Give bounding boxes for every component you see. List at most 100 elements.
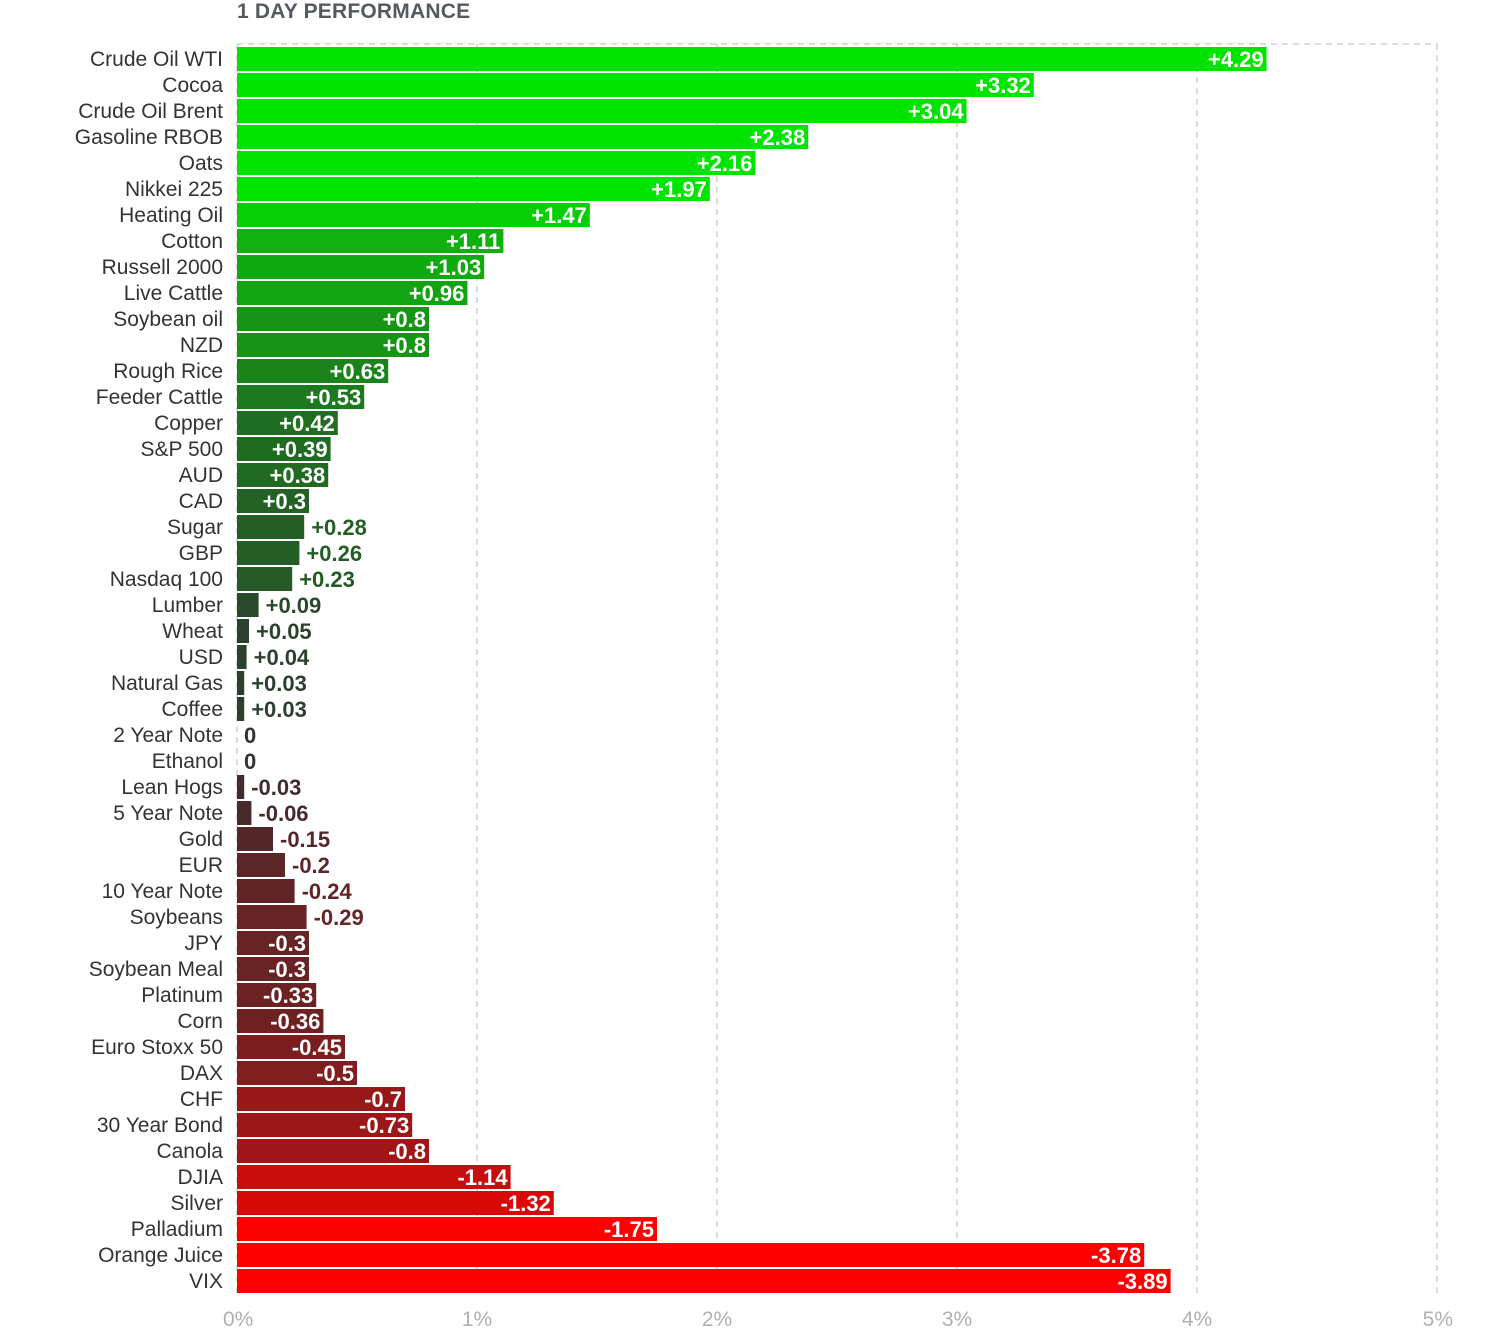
value-label: -0.06 [258, 801, 308, 826]
category-label: Gasoline RBOB [75, 126, 223, 149]
value-label: -0.3 [268, 957, 306, 982]
category-label: Live Cattle [124, 282, 223, 305]
category-label: VIX [189, 1270, 223, 1293]
grid-lines [236, 43, 1438, 1296]
category-label: USD [179, 646, 223, 669]
value-label: -0.8 [388, 1139, 426, 1164]
category-label: Orange Juice [98, 1244, 223, 1267]
bar [237, 307, 429, 331]
value-label: +1.47 [531, 203, 587, 228]
value-label: +0.03 [251, 697, 307, 722]
value-label: -1.75 [604, 1217, 654, 1242]
category-label: 2 Year Note [113, 724, 223, 747]
category-label: Feeder Cattle [96, 386, 223, 409]
category-label: Lean Hogs [121, 776, 223, 799]
chart-title: 1 DAY PERFORMANCE [237, 0, 471, 23]
bar [237, 541, 300, 565]
bar [237, 1087, 405, 1111]
bar [237, 99, 967, 123]
bar [237, 1139, 429, 1163]
category-label: Sugar [167, 516, 223, 539]
category-label: Crude Oil WTI [90, 48, 223, 71]
value-label: +3.04 [908, 99, 964, 124]
value-label: -0.73 [359, 1113, 409, 1138]
category-label: Nikkei 225 [125, 178, 223, 201]
value-label: +0.26 [306, 541, 362, 566]
value-label: -3.89 [1117, 1269, 1167, 1294]
category-label: Nasdaq 100 [110, 568, 223, 591]
category-label: NZD [180, 334, 223, 357]
category-label: Crude Oil Brent [78, 100, 223, 123]
x-tick-label: 3% [942, 1308, 972, 1331]
bar [237, 333, 429, 357]
bar [237, 1217, 657, 1241]
category-label: Palladium [131, 1218, 223, 1241]
category-label: Silver [170, 1192, 223, 1215]
bar [237, 203, 590, 227]
x-tick-label: 2% [702, 1308, 732, 1331]
category-label: 10 Year Note [102, 880, 223, 903]
bar [237, 1191, 554, 1215]
value-label: +4.29 [1208, 47, 1264, 72]
category-label: Russell 2000 [102, 256, 223, 279]
value-label: 0 [244, 723, 256, 748]
bar [237, 463, 329, 487]
bar [237, 983, 317, 1007]
bar [237, 411, 338, 435]
category-label: Platinum [141, 984, 223, 1007]
category-label: DAX [180, 1062, 223, 1085]
value-label: -0.15 [280, 827, 330, 852]
bar [237, 853, 285, 877]
value-label: -0.29 [314, 905, 364, 930]
value-label: +1.03 [426, 255, 482, 280]
category-label: Natural Gas [111, 672, 223, 695]
bar [237, 151, 756, 175]
bar [237, 125, 809, 149]
x-tick-label: 4% [1182, 1308, 1212, 1331]
bar [237, 1165, 511, 1189]
value-labels: +4.29 +3.32 +3.04 +2.38+2.16+1.97 +1.47 +1.11… [244, 47, 1264, 1294]
category-label: DJIA [177, 1166, 223, 1189]
category-label: Canola [156, 1140, 223, 1163]
bar [237, 697, 245, 721]
category-label: JPY [184, 932, 223, 955]
x-axis-ticks: 0% 1% 2% 3% 4% 5% [223, 1308, 1453, 1331]
x-tick-label: 1% [462, 1308, 492, 1331]
bar [237, 437, 331, 461]
category-label: Gold [179, 828, 223, 851]
category-label: Wheat [162, 620, 223, 643]
value-label: +0.96 [409, 281, 465, 306]
category-label: Corn [177, 1010, 223, 1033]
value-label: +0.23 [299, 567, 355, 592]
category-label: Oats [179, 152, 223, 175]
bar [237, 255, 485, 279]
value-label: -0.7 [364, 1087, 402, 1112]
category-label: GBP [179, 542, 223, 565]
bar [237, 671, 245, 695]
category-label: CHF [180, 1088, 223, 1111]
value-label: +0.3 [263, 489, 306, 514]
bar [237, 229, 504, 253]
bar [237, 801, 252, 825]
value-label: +1.97 [651, 177, 707, 202]
value-label: -0.36 [270, 1009, 320, 1034]
category-label: Coffee [162, 698, 224, 721]
bar [237, 47, 1267, 71]
bar [237, 281, 468, 305]
bar [237, 177, 710, 201]
category-label: Cocoa [162, 74, 223, 97]
bar [237, 593, 259, 617]
value-label: -0.33 [263, 983, 313, 1008]
bar [237, 619, 249, 643]
value-label: -0.2 [292, 853, 330, 878]
bar [237, 1009, 324, 1033]
bar [237, 489, 309, 513]
bar [237, 931, 309, 955]
bar [237, 385, 365, 409]
value-label: +0.63 [330, 359, 386, 384]
bar [237, 827, 273, 851]
bar [237, 515, 305, 539]
category-label: Soybeans [130, 906, 223, 929]
value-label: -0.45 [292, 1035, 342, 1060]
